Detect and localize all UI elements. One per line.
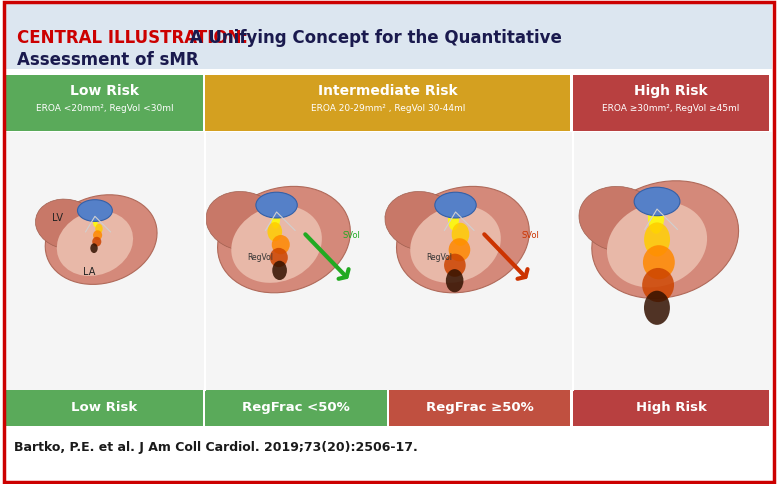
Bar [205, 390, 387, 426]
Ellipse shape [93, 230, 102, 240]
Text: LV: LV [52, 213, 63, 223]
Ellipse shape [446, 269, 464, 292]
Text: LA: LA [82, 268, 95, 277]
Ellipse shape [95, 224, 103, 234]
Bar [6, 75, 203, 131]
Text: EROA 20-29mm² , RegVol 30-44ml: EROA 20-29mm² , RegVol 30-44ml [310, 104, 465, 113]
Circle shape [634, 187, 680, 216]
Ellipse shape [452, 223, 469, 246]
Bar [573, 75, 769, 131]
Text: RegFrac ≥50%: RegFrac ≥50% [426, 401, 534, 414]
Ellipse shape [36, 199, 98, 249]
Circle shape [78, 200, 112, 221]
Ellipse shape [607, 202, 707, 287]
Bar [389, 390, 570, 426]
Text: EROA <20mm², RegVol <30ml: EROA <20mm², RegVol <30ml [36, 104, 173, 113]
Ellipse shape [643, 245, 675, 279]
Text: Low Risk: Low Risk [70, 84, 139, 98]
Ellipse shape [90, 243, 98, 253]
Ellipse shape [644, 291, 670, 325]
Ellipse shape [272, 261, 287, 280]
Text: High Risk: High Risk [636, 401, 706, 414]
Text: RegVol: RegVol [247, 254, 273, 262]
Ellipse shape [579, 186, 661, 252]
Ellipse shape [218, 186, 350, 293]
Text: EROA ≥30mm², RegVol ≥45ml: EROA ≥30mm², RegVol ≥45ml [602, 104, 740, 113]
Ellipse shape [57, 211, 133, 276]
Bar [6, 4, 772, 69]
Circle shape [435, 192, 476, 218]
Ellipse shape [397, 186, 529, 293]
Ellipse shape [449, 238, 470, 261]
Ellipse shape [93, 217, 98, 227]
Text: Assessment of sMR: Assessment of sMR [17, 51, 198, 69]
Text: High Risk: High Risk [634, 84, 708, 98]
Bar [573, 390, 769, 426]
Text: SVol: SVol [521, 231, 539, 240]
Text: Low Risk: Low Risk [72, 401, 138, 414]
Ellipse shape [444, 254, 466, 277]
Ellipse shape [642, 268, 674, 302]
Circle shape [256, 192, 297, 218]
Ellipse shape [93, 237, 101, 246]
Ellipse shape [268, 222, 282, 242]
Bar [6, 390, 203, 426]
Text: CENTRAL ILLUSTRATION:: CENTRAL ILLUSTRATION: [17, 29, 248, 47]
Ellipse shape [270, 248, 288, 267]
Text: RegVol: RegVol [426, 254, 452, 262]
Ellipse shape [644, 223, 670, 257]
Ellipse shape [592, 181, 738, 299]
Ellipse shape [45, 195, 157, 285]
Text: RegFrac <50%: RegFrac <50% [242, 401, 350, 414]
Text: SVol: SVol [342, 231, 360, 240]
Text: Bartko, P.E. et al. J Am Coll Cardiol. 2019;73(20):2506-17.: Bartko, P.E. et al. J Am Coll Cardiol. 2… [14, 441, 418, 454]
Ellipse shape [385, 192, 460, 251]
Ellipse shape [271, 209, 280, 228]
Text: A Unifying Concept for the Quantitative: A Unifying Concept for the Quantitative [184, 29, 562, 47]
Text: Intermediate Risk: Intermediate Risk [318, 84, 457, 98]
Ellipse shape [272, 235, 289, 254]
Ellipse shape [648, 199, 664, 234]
Ellipse shape [231, 206, 322, 283]
Bar [6, 132, 772, 390]
Bar [205, 75, 570, 131]
Ellipse shape [448, 207, 459, 230]
Ellipse shape [206, 192, 281, 251]
Ellipse shape [410, 206, 501, 283]
